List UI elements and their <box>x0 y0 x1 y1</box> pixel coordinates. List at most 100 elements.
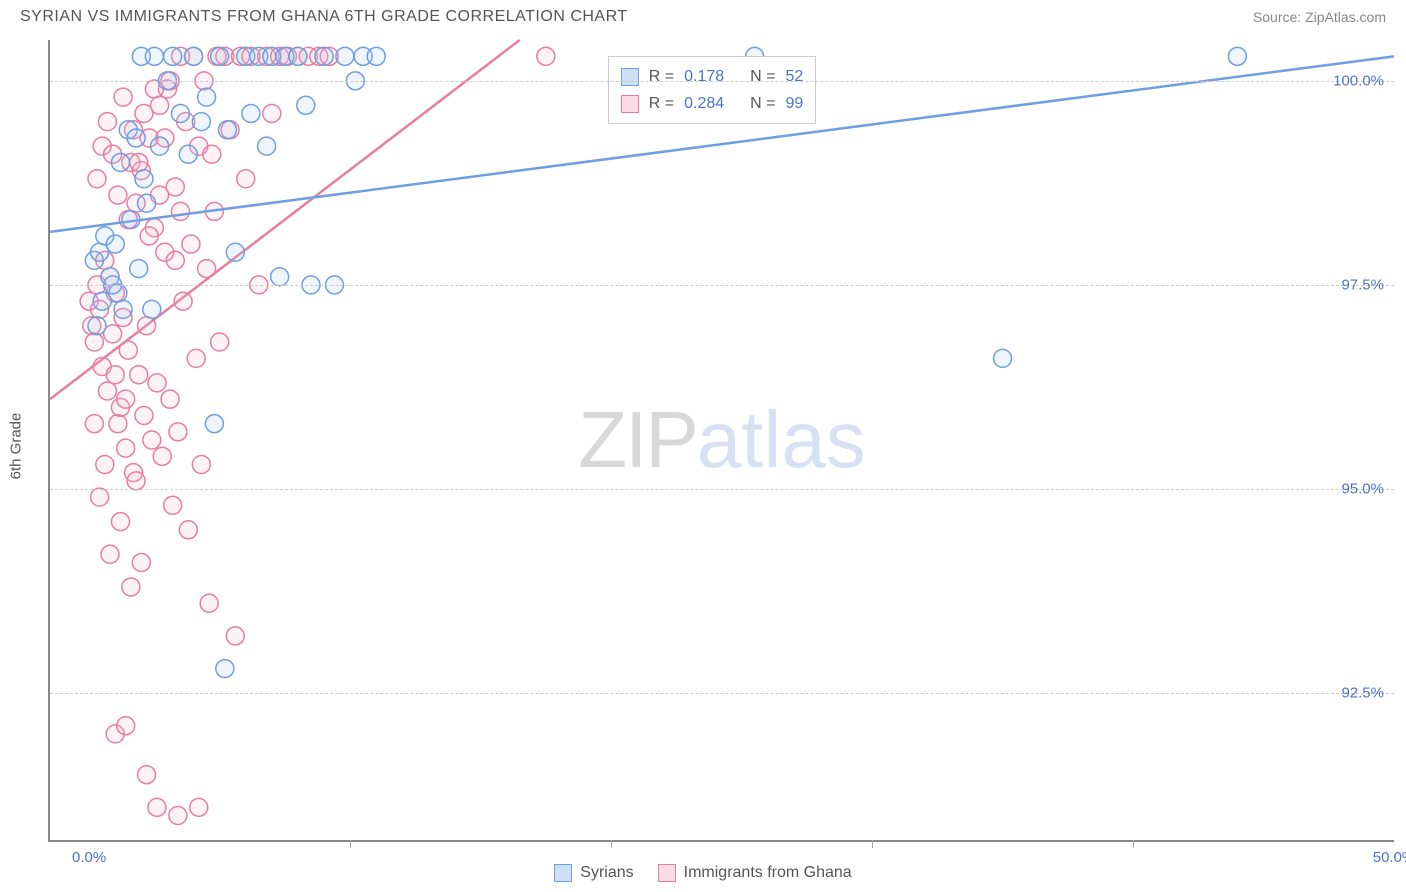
data-point <box>218 121 236 139</box>
data-point <box>122 578 140 596</box>
data-point <box>263 104 281 122</box>
data-point <box>138 766 156 784</box>
data-point <box>289 47 307 65</box>
data-point <box>205 415 223 433</box>
data-point <box>216 660 234 678</box>
data-point <box>117 439 135 457</box>
data-point <box>88 170 106 188</box>
data-point <box>130 366 148 384</box>
data-point <box>169 807 187 825</box>
data-point <box>190 798 208 816</box>
data-point <box>148 798 166 816</box>
data-point <box>91 488 109 506</box>
data-point <box>153 447 171 465</box>
legend-item: Syrians <box>554 864 633 882</box>
data-point <box>174 292 192 310</box>
legend-swatch <box>658 864 676 882</box>
data-point <box>143 300 161 318</box>
data-point <box>237 170 255 188</box>
data-point <box>117 390 135 408</box>
y-tick-label: 97.5% <box>1341 276 1384 293</box>
gridline-h <box>50 285 1394 286</box>
source-attribution: Source: ZipAtlas.com <box>1253 9 1386 25</box>
data-point <box>140 227 158 245</box>
legend-label: Immigrants from Ghana <box>684 864 852 882</box>
data-point <box>114 88 132 106</box>
data-point <box>135 407 153 425</box>
legend-swatch <box>554 864 572 882</box>
data-point <box>226 243 244 261</box>
y-tick-label: 92.5% <box>1341 685 1384 702</box>
data-point <box>130 260 148 278</box>
data-point <box>98 113 116 131</box>
data-point <box>98 382 116 400</box>
data-point <box>994 349 1012 367</box>
data-point <box>315 47 333 65</box>
scatter-canvas <box>50 40 1394 840</box>
data-point <box>119 341 137 359</box>
plot-area: ZIPatlas R =0.178N =52R =0.284N =99 92.5… <box>48 40 1394 842</box>
y-tick-label: 95.0% <box>1341 480 1384 497</box>
data-point <box>242 104 260 122</box>
data-point <box>106 366 124 384</box>
data-point <box>96 455 114 473</box>
data-point <box>85 333 103 351</box>
data-point <box>85 415 103 433</box>
x-tick-minor <box>872 840 873 848</box>
x-tick-minor <box>350 840 351 848</box>
data-point <box>1228 47 1246 65</box>
data-point <box>161 390 179 408</box>
data-point <box>122 211 140 229</box>
data-point <box>192 113 210 131</box>
gridline-h <box>50 489 1394 490</box>
data-point <box>336 47 354 65</box>
data-point <box>203 145 221 163</box>
legend-swatch <box>621 95 639 113</box>
data-point <box>169 423 187 441</box>
data-point <box>143 431 161 449</box>
data-point <box>187 349 205 367</box>
data-point <box>537 47 555 65</box>
data-point <box>166 251 184 269</box>
data-point <box>109 186 127 204</box>
data-point <box>198 88 216 106</box>
data-point <box>138 317 156 335</box>
data-point <box>145 47 163 65</box>
r-value: 0.178 <box>684 63 740 90</box>
gridline-h <box>50 693 1394 694</box>
data-point <box>135 170 153 188</box>
data-point <box>171 104 189 122</box>
data-point <box>106 235 124 253</box>
y-tick-label: 100.0% <box>1333 72 1384 89</box>
gridline-h <box>50 81 1394 82</box>
data-point <box>130 153 148 171</box>
data-point <box>132 553 150 571</box>
data-point <box>127 472 145 490</box>
data-point <box>211 333 229 351</box>
data-point <box>114 300 132 318</box>
legend-item: Immigrants from Ghana <box>658 864 852 882</box>
data-point <box>111 153 129 171</box>
data-point <box>179 521 197 539</box>
data-point <box>271 268 289 286</box>
data-point <box>127 129 145 147</box>
legend-swatch <box>621 68 639 86</box>
data-point <box>367 47 385 65</box>
r-value: 0.284 <box>684 90 740 117</box>
data-point <box>109 415 127 433</box>
data-point <box>148 374 166 392</box>
legend-label: Syrians <box>580 864 633 882</box>
x-tick-minor <box>611 840 612 848</box>
data-point <box>138 194 156 212</box>
data-point <box>171 202 189 220</box>
data-point <box>192 455 210 473</box>
data-point <box>164 47 182 65</box>
chart-title: SYRIAN VS IMMIGRANTS FROM GHANA 6TH GRAD… <box>20 8 628 26</box>
y-axis-label: 6th Grade <box>8 413 25 480</box>
data-point <box>88 317 106 335</box>
data-point <box>297 96 315 114</box>
n-value: 52 <box>785 63 803 90</box>
data-point <box>151 137 169 155</box>
n-value: 99 <box>785 90 803 117</box>
data-point <box>226 627 244 645</box>
